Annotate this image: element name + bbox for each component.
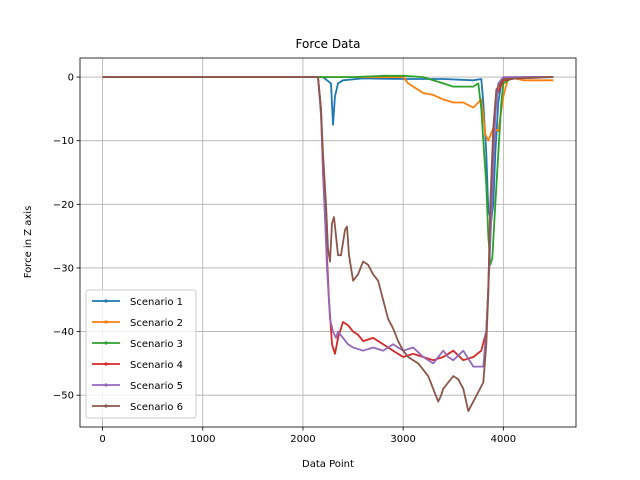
legend-marker-3 [104, 341, 108, 345]
legend-marker-2 [104, 320, 108, 324]
chart-title: Force Data [296, 37, 361, 51]
legend-label-5: Scenario 5 [130, 381, 183, 392]
legend-label-4: Scenario 4 [130, 360, 183, 371]
legend-label-1: Scenario 1 [130, 297, 183, 308]
legend-marker-1 [104, 299, 108, 303]
y-tick-label: 0 [68, 73, 74, 84]
y-axis-ticks: 0 −10 −20 −30 −40 −50 [53, 73, 80, 402]
x-tick-label: 3000 [390, 434, 415, 445]
legend-label-2: Scenario 2 [130, 318, 183, 329]
series-line-6 [102, 76, 554, 412]
x-tick-label: 2000 [290, 434, 315, 445]
legend-marker-6 [104, 404, 108, 408]
x-axis-label: Data Point [302, 459, 354, 470]
legend-label-6: Scenario 6 [130, 402, 183, 413]
series-lines [102, 74, 554, 412]
plot-frame [79, 57, 577, 428]
legend: Scenario 1 Scenario 2 Scenario 3 Scenario 4… [85, 289, 197, 419]
y-tick-label: −50 [53, 391, 74, 402]
x-tick-label: 4000 [491, 434, 516, 445]
x-tick-label: 0 [99, 434, 105, 445]
legend-box [85, 289, 197, 419]
y-tick-label: −10 [53, 136, 74, 147]
y-tick-label: −30 [53, 263, 74, 274]
legend-marker-5 [104, 383, 108, 387]
legend-marker-4 [104, 362, 108, 366]
y-tick-label: −40 [53, 327, 74, 338]
x-axis-ticks: 0 1000 2000 3000 4000 [99, 427, 516, 445]
y-tick-label: −20 [53, 200, 74, 211]
legend-label-3: Scenario 3 [130, 339, 183, 350]
y-axis-label: Force in Z axis [23, 206, 34, 279]
x-tick-label: 1000 [190, 434, 215, 445]
grid-lines [80, 58, 576, 427]
